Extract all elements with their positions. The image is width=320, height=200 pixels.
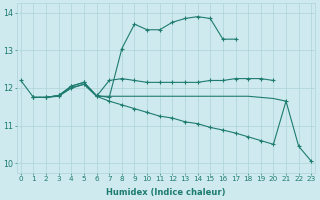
X-axis label: Humidex (Indice chaleur): Humidex (Indice chaleur)	[106, 188, 226, 197]
